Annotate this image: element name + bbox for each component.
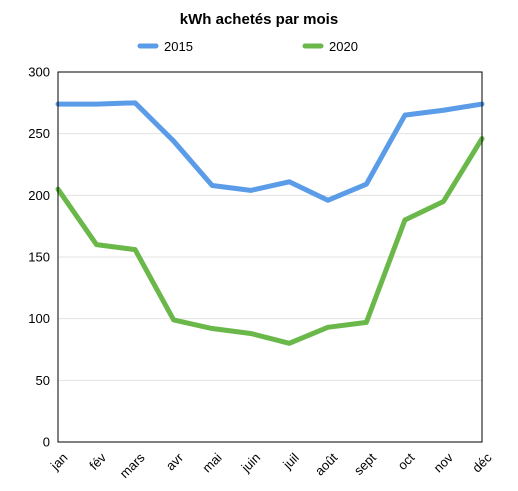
legend: 2015 2020 [137,39,358,54]
x-tick-label: juil [279,450,302,473]
series-layer [55,100,485,346]
series-line-2020 [55,136,485,346]
x-tick-label: déc [469,450,495,476]
y-tick-label: 100 [28,311,50,326]
x-tick-label: jan [47,450,71,474]
series-line-2015 [55,100,485,203]
y-tick-label: 250 [28,126,50,141]
y-tick-label: 0 [43,435,50,450]
y-tick-label: 300 [28,65,50,80]
y-tick-label: 50 [36,373,50,388]
y-axis: 0 50 100 150 200 250 300 [28,65,50,450]
x-tick-label: sept [351,450,379,478]
x-tick-label: mai [199,450,224,475]
legend-label: 2015 [164,39,193,54]
x-tick-label: mars [117,450,148,481]
x-tick-label: avr [163,449,187,473]
series-2020 [55,136,485,346]
x-tick-label: nov [431,450,457,476]
legend-item-2020: 2020 [302,39,358,54]
x-axis: jan fév mars avr mai juin juil août sept oct nov dé… [47,449,495,481]
y-tick-label: 150 [28,250,50,265]
x-tick-label: août [312,450,341,479]
legend-label: 2020 [329,39,358,54]
chart-title: kWh achetés par mois [180,11,338,28]
x-tick-label: fév [86,450,109,473]
gridlines [58,133,482,381]
x-tick-label: juin [238,450,264,476]
y-tick-label: 200 [28,188,50,203]
legend-item-2015: 2015 [137,39,193,54]
plot-frame [57,71,483,443]
series-2015 [55,100,485,203]
x-tick-label: oct [395,450,418,473]
